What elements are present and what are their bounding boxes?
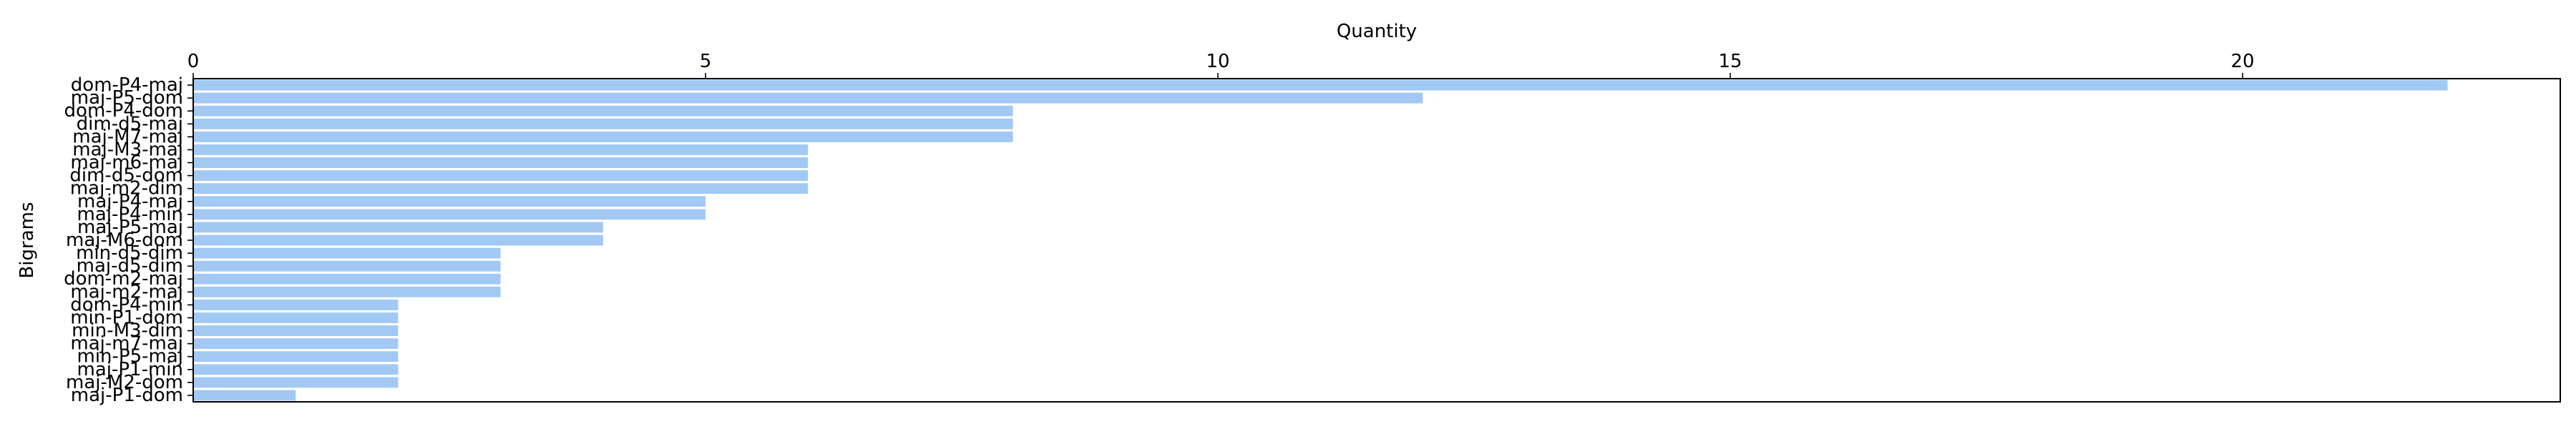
y-tick-label: maj-m7-maj [70, 333, 183, 355]
y-tick-label: maj-m6-maj [70, 152, 183, 174]
bar-dom-m2-maj [193, 273, 501, 285]
y-tick-label: maj-P5-maj [77, 217, 183, 238]
y-tick-label: maj-M7-maj [72, 126, 183, 147]
y-tick-label: dim-d5-dom [69, 165, 183, 187]
y-tick-label: maj-P4-maj [77, 191, 183, 212]
bar-min-P5-maj [193, 351, 399, 363]
x-tick-label: 15 [1719, 51, 1742, 72]
bar-maj-M7-maj [193, 131, 1013, 142]
y-tick-label: maj-M6-dom [66, 230, 183, 251]
y-tick-label: min-P5-maj [77, 346, 184, 368]
y-tick-label: maj-P5-dom [71, 87, 183, 109]
y-tick-label: maj-P4-min [77, 204, 184, 225]
y-tick-label: min-d5-dim [76, 242, 183, 264]
y-tick-label: maj-M3-maj [72, 139, 183, 160]
bar-dom-P4-maj [193, 79, 2448, 91]
bar-maj-d5-dim [193, 260, 501, 272]
y-tick-label: dom-m2-maj [64, 268, 183, 290]
bar-maj-P4-min [193, 209, 706, 220]
y-tick-label: min-P1-dom [70, 307, 183, 328]
x-tick-label: 20 [2231, 51, 2255, 72]
bar-min-P1-dom [193, 312, 399, 323]
bar-maj-m2-maj [193, 286, 501, 297]
bar-dom-P4-dom [193, 105, 1013, 117]
bar-min-d5-dim [193, 247, 501, 259]
bar-maj-M6-dom [193, 235, 603, 246]
bar-maj-P5-dom [193, 92, 1423, 104]
y-tick-label: maj-P1-min [77, 359, 184, 380]
y-tick-label: maj-m2-dim [70, 178, 183, 199]
y-tick-label: dom-P4-dom [64, 100, 183, 122]
bars-group [193, 79, 2448, 401]
y-tick-label: dom-P4-min [70, 294, 183, 315]
y-tick-label: maj-P1-dom [71, 385, 183, 406]
bar-maj-M3-maj [193, 144, 809, 155]
bar-maj-P1-min [193, 364, 399, 375]
bar-dim-d5-maj [193, 118, 1013, 129]
y-tick-label: dim-d5-maj [77, 113, 183, 134]
y-tick-label: min-M3-dim [72, 320, 183, 342]
bar-dim-d5-dom [193, 170, 809, 182]
bar-dom-P4-min [193, 299, 399, 310]
bar-maj-m7-maj [193, 338, 399, 350]
y-tick-label: maj-M2-dom [66, 372, 183, 393]
x-tick-label: 0 [187, 51, 200, 72]
bar-min-M3-dim [193, 325, 399, 336]
bar-maj-M2-dom [193, 377, 399, 388]
plot-frame [192, 78, 2561, 403]
bar-maj-P5-maj [193, 222, 603, 233]
bar-maj-P1-dom [193, 390, 296, 401]
bar-maj-m6-maj [193, 157, 809, 168]
x-tick-label: 5 [700, 51, 712, 72]
y-axis-title: Bigrams [16, 202, 38, 278]
y-tick-label: maj-m2-maj [70, 281, 183, 302]
bar-maj-m2-dim [193, 183, 809, 194]
y-tick-label: maj-d5-dim [77, 255, 183, 277]
bar-maj-P4-maj [193, 196, 706, 207]
y-tick-label: dom-P4-maj [71, 74, 183, 96]
y-axis-ticks: dom-P4-majmaj-P5-domdom-P4-domdim-d5-maj… [64, 74, 193, 406]
x-axis-ticks: 0 5 10 15 20 [187, 51, 2255, 79]
x-tick-label: 10 [1206, 51, 1229, 72]
x-axis-title: Quantity [1337, 21, 1417, 42]
